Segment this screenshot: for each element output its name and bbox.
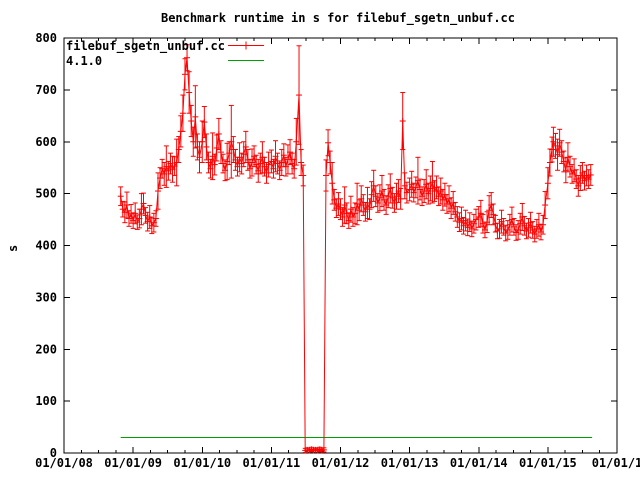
series-benchmark-line: [120, 57, 592, 452]
plot-border: [63, 37, 618, 454]
x-ticks: [63, 38, 618, 453]
x-tick-label: 01/01/08: [35, 456, 93, 470]
y-ticks: [64, 37, 617, 454]
legend-entry-benchmark: filebuf_sgetn_unbuf.cc: [66, 38, 265, 53]
x-tick-label: 01/01/15: [519, 456, 577, 470]
x-tick-label: 01/01/10: [173, 456, 231, 470]
x-tick-label: 01/01/13: [381, 456, 439, 470]
y-tick-label: 800: [35, 31, 57, 45]
y-tick-label: 600: [35, 135, 57, 149]
x-tick-label: 01/01/12: [312, 456, 370, 470]
y-tick-label: 0: [50, 446, 57, 460]
y-tick-label: 100: [35, 394, 57, 408]
chart-title: Benchmark runtime in s for filebuf_sgetn…: [160, 11, 515, 25]
y-tick-label: 500: [35, 187, 57, 201]
legend: filebuf_sgetn_unbuf.cc 4.1.0: [66, 38, 265, 68]
series-benchmark: [117, 44, 594, 454]
y-tick-label: 400: [35, 239, 57, 253]
y-tick-label: 700: [35, 83, 57, 97]
legend-label-baseline: 4.1.0: [66, 53, 103, 68]
legend-entry-baseline: 4.1.0: [66, 53, 265, 68]
y-tick-label: 200: [35, 342, 57, 356]
legend-sample-benchmark-icon: [228, 41, 264, 50]
legend-label-benchmark: filebuf_sgetn_unbuf.cc: [66, 38, 225, 53]
x-tick-label: 01/01/09: [104, 456, 162, 470]
x-tick-label: 01/01/11: [242, 456, 300, 470]
legend-sample-baseline-icon: [228, 60, 264, 61]
x-tick-label: 01/01/1: [592, 456, 640, 470]
x-tick-label: 01/01/14: [450, 456, 508, 470]
y-tick-label: 300: [35, 290, 57, 304]
